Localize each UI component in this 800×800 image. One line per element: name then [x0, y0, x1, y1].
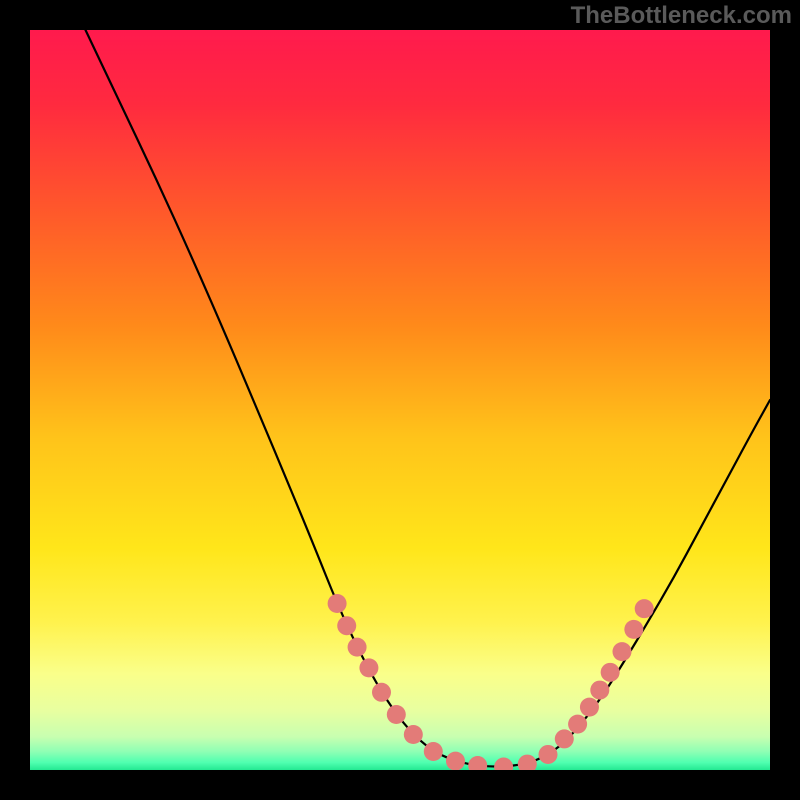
data-marker — [613, 642, 632, 661]
data-marker — [635, 599, 654, 618]
data-marker — [568, 715, 587, 734]
data-marker — [328, 594, 347, 613]
data-marker — [539, 745, 558, 764]
data-marker — [446, 752, 465, 771]
chart-stage: TheBottleneck.com — [0, 0, 800, 800]
source-watermark: TheBottleneck.com — [571, 2, 792, 30]
data-marker — [624, 620, 643, 639]
bottleneck-chart — [0, 0, 800, 800]
data-marker — [590, 681, 609, 700]
data-marker — [404, 725, 423, 744]
data-marker — [337, 616, 356, 635]
data-marker — [601, 663, 620, 682]
gradient-background — [30, 30, 770, 770]
data-marker — [555, 729, 574, 748]
data-marker — [359, 658, 378, 677]
data-marker — [387, 705, 406, 724]
data-marker — [348, 638, 367, 657]
data-marker — [424, 742, 443, 761]
data-marker — [372, 683, 391, 702]
data-marker — [580, 698, 599, 717]
